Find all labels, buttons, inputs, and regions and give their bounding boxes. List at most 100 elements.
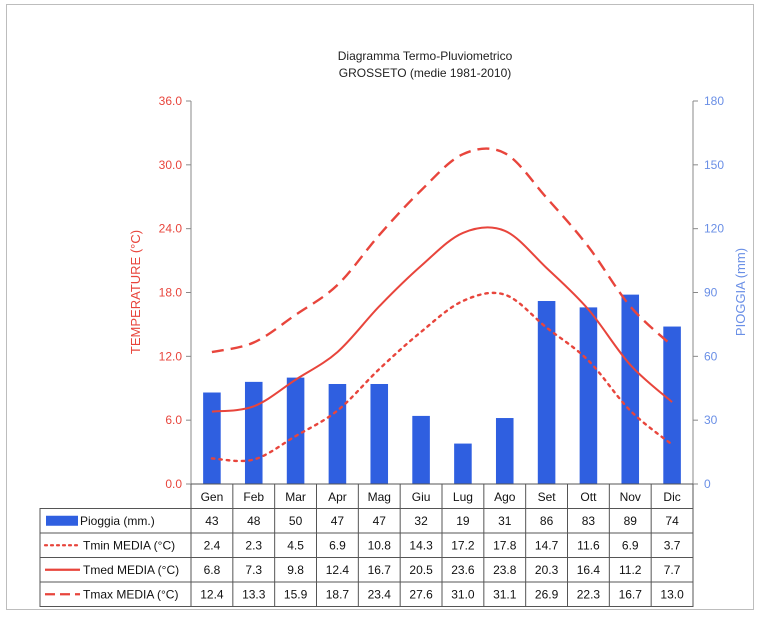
legend-label: Tmin MEDIA (°C): [83, 538, 175, 552]
left-tick-label: 30.0: [159, 158, 183, 172]
right-tick-label: 120: [704, 222, 724, 236]
line-dashed: [211, 147, 673, 354]
right-tick-label: 90: [704, 286, 718, 300]
table-cell: 14.3: [409, 538, 433, 552]
table-cell: 15.9: [284, 587, 308, 601]
table-cell: 23.8: [493, 563, 517, 577]
table-cell: 4.5: [287, 538, 304, 552]
rain-bar: [244, 381, 263, 484]
table-cell: 18.7: [326, 587, 350, 601]
table-cell: 10.8: [368, 538, 392, 552]
table-cell: 16.4: [577, 563, 601, 577]
table-cell: 17.2: [451, 538, 475, 552]
right-tick-label: 60: [704, 349, 718, 363]
table-cell: 2.3: [245, 538, 262, 552]
month-label: Mar: [285, 490, 306, 504]
rain-bar: [579, 307, 598, 484]
table-cell: 26.9: [535, 587, 559, 601]
data-table: Gen Feb Mar Apr Mag Giu Lug Ago Set Ott Nov Dic Piog…: [39, 483, 694, 607]
rain-bar: [454, 443, 472, 484]
legend-label: Tmax MEDIA (°C): [83, 587, 178, 601]
rain-bar: [537, 301, 556, 484]
month-label: Ago: [494, 490, 516, 504]
table-cell: 31.1: [493, 587, 517, 601]
table-cell: 2.4: [204, 538, 221, 552]
month-label: Nov: [620, 490, 641, 504]
right-tick-label: 30: [704, 413, 718, 427]
legend-label: Pioggia (mm.): [80, 514, 155, 528]
table-cell: 16.7: [619, 587, 643, 601]
rain-bar: [663, 326, 681, 484]
table-cell: 22.3: [577, 587, 601, 601]
table-cell: 43: [205, 514, 219, 528]
rain-bar: [495, 418, 514, 484]
table-cell: 12.4: [200, 587, 224, 601]
left-tick-label: 0.0: [165, 477, 182, 491]
plot-area: 0.0 6.0 12.0 18.0 24.0 30.0 36.0 0 30 60 90 120 150 1…: [128, 94, 748, 491]
table-cell: 23.4: [368, 587, 392, 601]
table-cell: 6.9: [329, 538, 346, 552]
rain-bar: [370, 383, 389, 484]
rain-bar: [286, 377, 305, 484]
table-cell: 20.3: [535, 563, 559, 577]
table-cell: 31.0: [451, 587, 475, 601]
month-label: Lug: [453, 490, 473, 504]
left-tick-label: 24.0: [159, 222, 183, 236]
month-label: Dic: [663, 490, 680, 504]
table-cell: 3.7: [664, 538, 681, 552]
right-tick-label: 0: [704, 477, 711, 491]
month-label: Apr: [328, 490, 347, 504]
month-label: Gen: [201, 490, 224, 504]
legend-label: Tmed MEDIA (°C): [83, 563, 179, 577]
table-cell: 12.4: [326, 563, 350, 577]
table-cell: 48: [247, 514, 261, 528]
table-cell: 16.7: [368, 563, 392, 577]
table-cell: 83: [582, 514, 596, 528]
table-cell: 20.5: [409, 563, 433, 577]
table-cell: 11.2: [619, 563, 642, 577]
table-cell: 13.0: [660, 587, 684, 601]
right-axis-title: PIOGGIA (mm): [733, 248, 748, 336]
month-label: Mag: [368, 490, 391, 504]
line-dotted: [210, 291, 674, 463]
table-cell: 7.7: [664, 563, 681, 577]
rain-bar: [412, 415, 430, 484]
chart-title: Diagramma Termo-Pluviometrico: [338, 49, 513, 63]
rain-bar: [328, 383, 347, 484]
table-cell: 13.3: [242, 587, 266, 601]
table-cell: 6.8: [204, 563, 221, 577]
table-cell: 47: [331, 514, 345, 528]
left-axis-title: TEMPERATURE (°C): [128, 230, 143, 354]
month-label: Set: [538, 490, 557, 504]
table-cell: 9.8: [287, 563, 304, 577]
line-solid: [211, 226, 673, 413]
table-cell: 19: [456, 514, 470, 528]
table-cell: 74: [665, 514, 679, 528]
month-label: Ott: [580, 490, 597, 504]
table-cell: 27.6: [409, 587, 433, 601]
month-label: Giu: [412, 490, 431, 504]
table-cell: 23.6: [451, 563, 475, 577]
month-label: Feb: [243, 490, 264, 504]
table-cell: 6.9: [622, 538, 639, 552]
table-cell: 11.6: [577, 538, 600, 552]
rain-bar: [203, 392, 221, 484]
legend-swatch-rain: [46, 515, 78, 526]
table-cell: 50: [289, 514, 303, 528]
table-cell: 7.3: [245, 563, 262, 577]
table-cell: 17.8: [493, 538, 517, 552]
table-cell: 32: [414, 514, 428, 528]
table-cell: 31: [498, 514, 512, 528]
right-tick-label: 180: [704, 94, 724, 108]
left-tick-label: 18.0: [159, 286, 183, 300]
table-cell: 89: [624, 514, 638, 528]
table-cell: 86: [540, 514, 554, 528]
right-tick-label: 150: [704, 158, 724, 172]
table-cell: 14.7: [535, 538, 559, 552]
left-tick-label: 6.0: [165, 413, 182, 427]
chart-subtitle: GROSSETO (medie 1981-2010): [339, 66, 512, 80]
table-cell: 47: [373, 514, 387, 528]
left-tick-label: 12.0: [159, 349, 183, 363]
left-tick-label: 36.0: [159, 94, 183, 108]
